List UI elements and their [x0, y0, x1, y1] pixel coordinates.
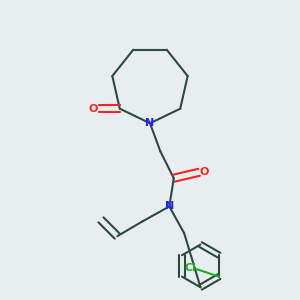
- Text: N: N: [146, 118, 154, 128]
- Text: N: N: [165, 202, 174, 212]
- Text: O: O: [200, 167, 209, 177]
- Text: Cl: Cl: [185, 263, 197, 273]
- Text: O: O: [89, 104, 98, 114]
